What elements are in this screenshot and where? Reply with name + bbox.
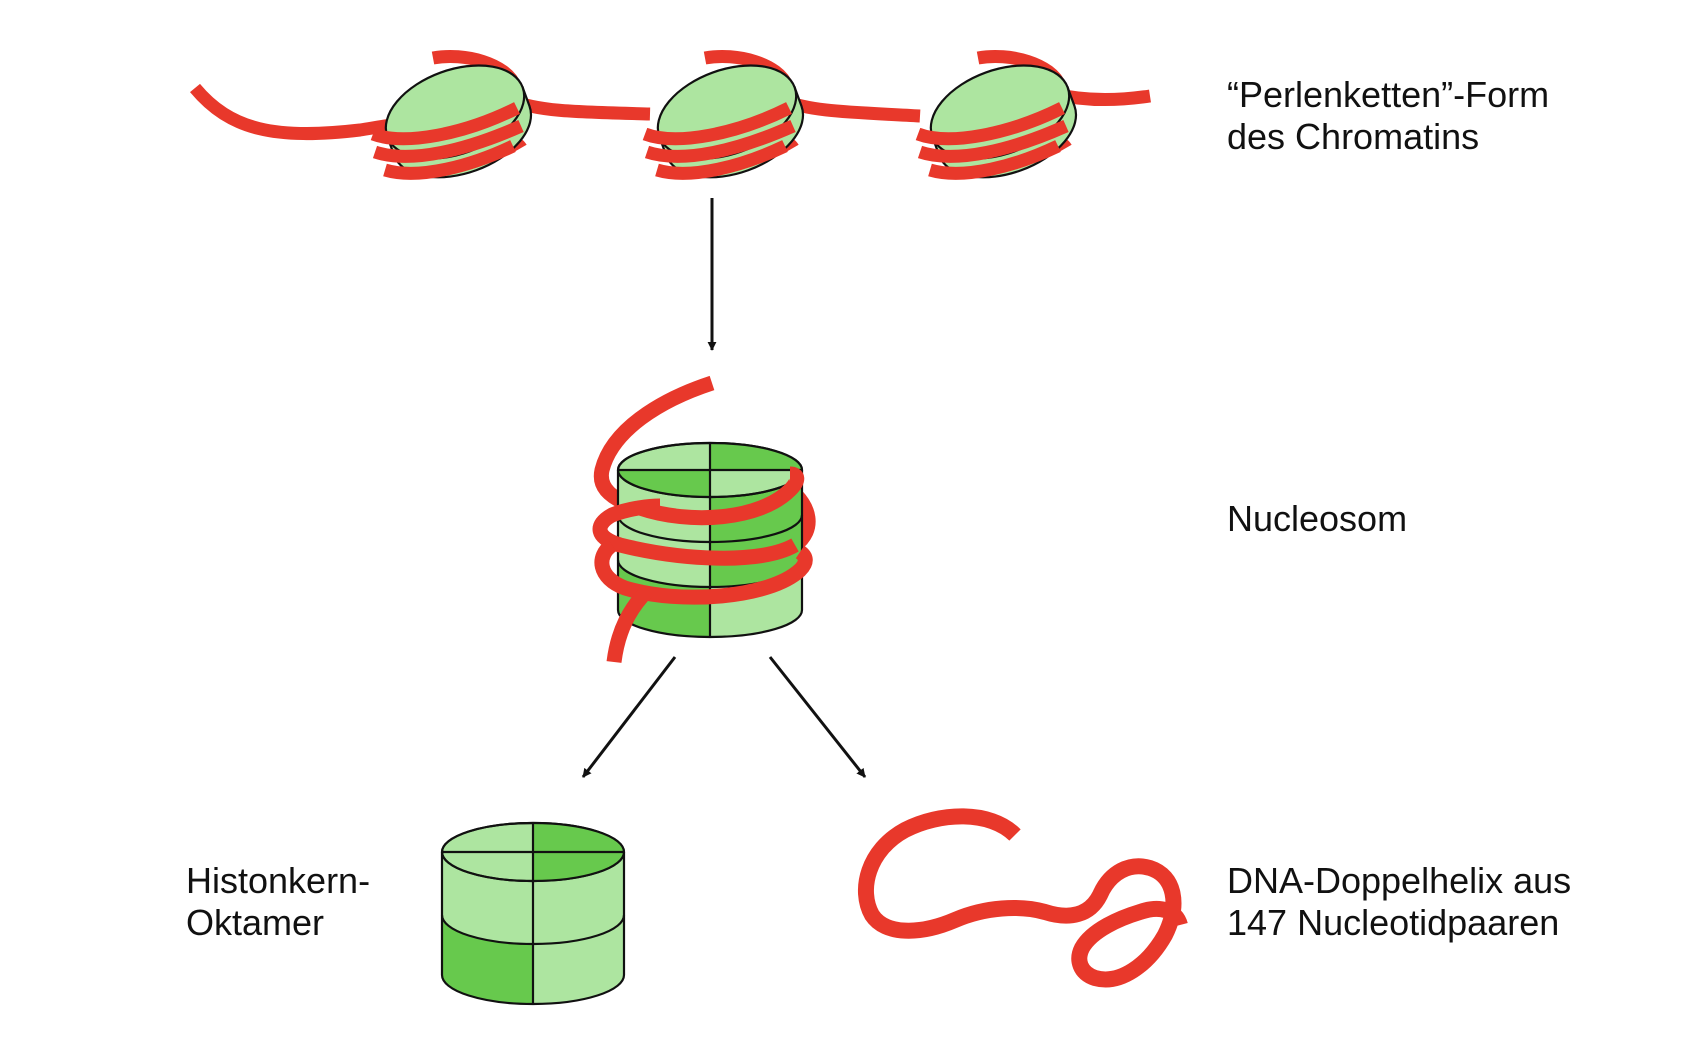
label-histone-octamer: Histonkern- Oktamer: [186, 860, 370, 944]
label-nucleosome: Nucleosom: [1227, 498, 1407, 540]
label-dna-double-helix: DNA-Doppelhelix aus 147 Nucleotidpaaren: [1227, 860, 1571, 944]
label-nucleosome-text: Nucleosom: [1227, 498, 1408, 539]
dna-wrap-front: [915, 102, 1069, 180]
histone-octamer: [440, 821, 626, 1006]
label-chromatin-line2: des Chromatins: [1227, 116, 1480, 157]
dna-wrap-front: [592, 498, 799, 566]
beads-on-string: [190, 49, 1151, 180]
label-chromatin: “Perlenketten”-Form des Chromatins: [1227, 74, 1549, 158]
arrow-to-dna: [768, 656, 867, 778]
dna-wrap-front: [370, 102, 524, 180]
dna-wrap-front: [637, 466, 805, 526]
dna-wrap-front: [642, 102, 796, 180]
nucleosome-bead: [915, 49, 1078, 180]
label-dna-line1: DNA-Doppelhelix aus: [1227, 860, 1572, 901]
linker-dna: [190, 83, 406, 141]
nucleosome-bead: [370, 49, 533, 180]
arrow-to-histone-core: [581, 656, 677, 778]
nucleosome: [592, 375, 816, 664]
label-histone-line1: Histonkern-: [186, 860, 371, 901]
nucleosome-bead: [642, 49, 805, 180]
label-histone-line2: Oktamer: [186, 902, 325, 943]
free-dna-double-helix: [857, 808, 1188, 988]
label-dna-line2: 147 Nucleotidpaaren: [1227, 902, 1560, 943]
dna-exit: [606, 584, 654, 664]
dna-entry: [593, 375, 715, 516]
dna-wrap-front: [594, 538, 813, 605]
label-chromatin-line1: “Perlenketten”-Form: [1227, 74, 1550, 115]
